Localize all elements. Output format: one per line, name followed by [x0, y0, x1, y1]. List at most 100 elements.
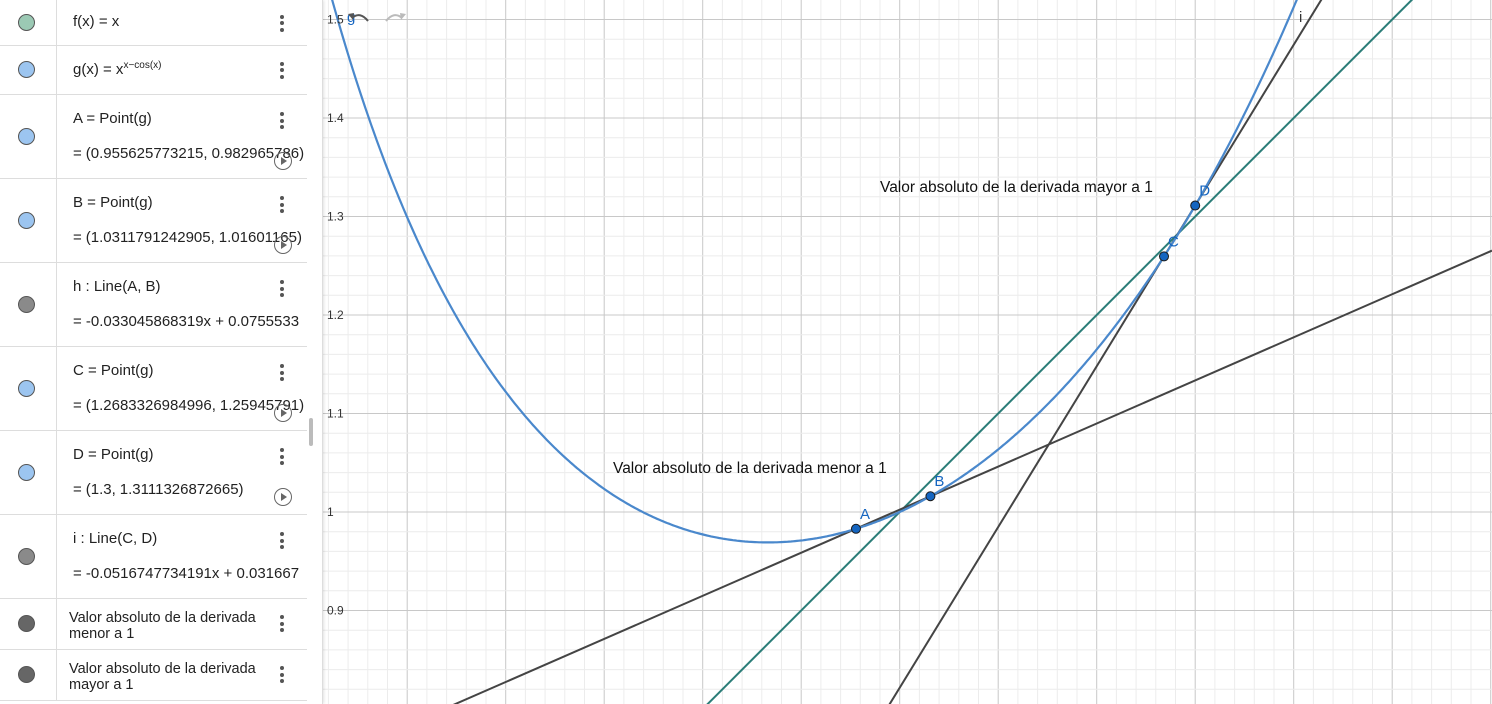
definition: g(x) = xx−cos(x)	[73, 59, 162, 78]
line-i	[888, 0, 1323, 704]
graph-text: Valor absoluto de la derivada mayor a 1	[880, 179, 1153, 196]
value-token: =	[73, 145, 82, 162]
point	[925, 491, 936, 502]
undo-button[interactable]	[348, 13, 369, 22]
value-token: =	[73, 397, 82, 414]
icon-column	[0, 262, 57, 346]
algebra-item[interactable]: Valor absoluto de la derivada mayor a 1	[0, 649, 307, 701]
definition: B = Point(g)	[73, 194, 153, 211]
visibility-toggle[interactable]	[18, 60, 35, 78]
function-g	[331, 0, 1298, 544]
redo-button[interactable]	[385, 13, 406, 22]
curve-label: i	[1299, 9, 1302, 26]
text-content: Valor absoluto de la derivada mayor a 1	[69, 661, 256, 693]
value-token: ,	[111, 481, 116, 498]
value-token: (	[85, 229, 91, 246]
algebra-view: f(x) = x g(x) = xx−cos(x) A = Point(g) = (0.…	[0, 0, 323, 704]
value-token: 1.3	[90, 481, 112, 498]
y-tick-label: 1.5	[327, 13, 344, 27]
menu-button[interactable]	[280, 532, 285, 552]
algebra-item[interactable]: B = Point(g) = (1.0311791242905, 1.01601165…	[0, 178, 307, 263]
visibility-toggle[interactable]	[18, 13, 35, 31]
icon-column	[0, 0, 57, 45]
value-token: )	[299, 397, 305, 414]
value-token: ,	[211, 397, 216, 414]
algebra-item[interactable]: i : Line(C, D) = -0.0516747734191x + 0.03…	[0, 514, 307, 599]
icon-column	[0, 649, 57, 700]
graph-text: Valor absoluto de la derivada menor a 1	[613, 460, 887, 477]
play-button[interactable]	[274, 488, 292, 506]
menu-button[interactable]	[280, 280, 285, 300]
text-icon	[18, 615, 35, 632]
menu-button[interactable]	[280, 196, 285, 216]
icon-column	[0, 94, 57, 178]
visibility-toggle[interactable]	[18, 380, 35, 397]
y-tick-label: 1.3	[327, 210, 344, 224]
algebra-item[interactable]: Valor absoluto de la derivada menor a 1	[0, 598, 307, 650]
visibility-toggle[interactable]	[18, 548, 35, 565]
value-token: )	[299, 145, 305, 162]
value: = (1.2683326984996, 1.25945791)	[73, 397, 307, 414]
icon-column	[0, 514, 57, 598]
icon-column	[0, 598, 57, 649]
value-token: 1.2683326984996	[90, 397, 212, 414]
algebra-item[interactable]: g(x) = xx−cos(x)	[0, 45, 307, 95]
algebra-item[interactable]: D = Point(g) = (1.3, 1.3111326872665)	[0, 430, 307, 515]
menu-button[interactable]	[280, 448, 285, 468]
menu-button[interactable]	[280, 14, 285, 35]
value-token: )	[238, 481, 244, 498]
line-h	[452, 249, 1492, 704]
value-token: (	[85, 145, 91, 162]
value-token: =	[73, 481, 82, 498]
play-button[interactable]	[274, 404, 292, 422]
value: = -0.033045868319x + 0.0755533	[73, 313, 300, 330]
point-label: C	[1168, 233, 1179, 250]
text-icon	[18, 666, 35, 683]
value-token: (	[85, 481, 91, 498]
point	[1159, 251, 1170, 262]
definition: C = Point(g)	[73, 362, 154, 379]
menu-button[interactable]	[280, 666, 285, 686]
y-tick-label: 1.1	[327, 407, 344, 421]
point-label: B	[934, 473, 944, 490]
icon-column	[0, 178, 57, 262]
value-token: ,	[210, 229, 215, 246]
y-tick-label: 0.9	[327, 604, 344, 618]
definition: A = Point(g)	[73, 110, 152, 127]
algebra-item[interactable]: h : Line(A, B) = -0.033045868319x + 0.075…	[0, 262, 307, 347]
value-token: ,	[203, 145, 208, 162]
menu-button[interactable]	[280, 364, 285, 384]
icon-column	[0, 346, 57, 430]
icon-column	[0, 430, 57, 514]
value-token: 1.3111326872665	[119, 481, 239, 498]
algebra-item[interactable]: A = Point(g) = (0.955625773215, 0.982965786…	[0, 94, 307, 179]
definition: D = Point(g)	[73, 446, 154, 463]
y-tick-label: 1.2	[327, 308, 344, 322]
visibility-toggle[interactable]	[18, 128, 35, 145]
value-token: =	[73, 229, 82, 246]
menu-button[interactable]	[280, 112, 285, 132]
value: = (1.3, 1.3111326872665)	[73, 481, 307, 498]
value: = (1.0311791242905, 1.01601165)	[73, 229, 307, 246]
point	[1190, 200, 1201, 211]
menu-button[interactable]	[280, 615, 285, 635]
definition: f(x) = x	[73, 12, 120, 30]
visibility-toggle[interactable]	[18, 212, 35, 229]
menu-button[interactable]	[280, 61, 285, 82]
scrollbar[interactable]	[309, 418, 313, 446]
text-content: Valor absoluto de la derivada menor a 1	[69, 610, 256, 642]
value-token: 1.0311791242905	[90, 229, 211, 246]
definition: h : Line(A, B)	[73, 278, 161, 295]
definition: i : Line(C, D)	[73, 530, 158, 547]
visibility-toggle[interactable]	[18, 296, 35, 313]
play-button[interactable]	[274, 236, 292, 254]
value-token: 0.955625773215	[90, 145, 204, 162]
visibility-toggle[interactable]	[18, 464, 35, 481]
exponent: x−cos(x)	[123, 59, 162, 71]
play-button[interactable]	[274, 152, 292, 170]
algebra-item[interactable]: C = Point(g) = (1.2683326984996, 1.25945791…	[0, 346, 307, 431]
algebra-item[interactable]: f(x) = x	[0, 0, 307, 46]
value: = (0.955625773215, 0.982965786)	[73, 145, 307, 162]
icon-column	[0, 45, 57, 94]
